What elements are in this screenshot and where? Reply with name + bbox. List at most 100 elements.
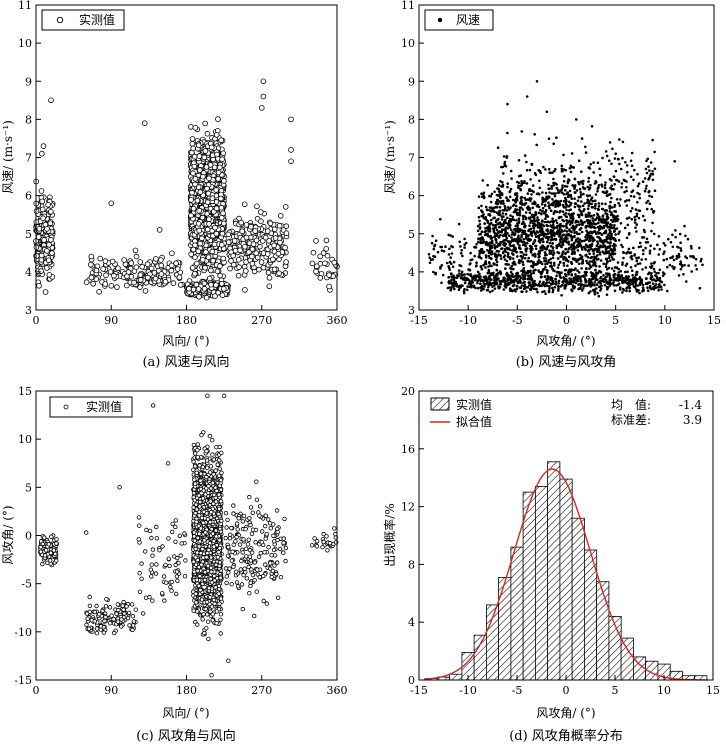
data-point	[239, 228, 246, 235]
data-point	[453, 287, 456, 291]
data-point	[258, 105, 265, 111]
data-point	[518, 210, 522, 214]
data-point	[657, 288, 660, 292]
data-point	[635, 230, 638, 233]
data-point	[565, 233, 568, 236]
data-point	[535, 143, 538, 147]
data-point	[603, 186, 607, 190]
data-point	[137, 277, 144, 283]
data-point	[554, 277, 557, 281]
data-point	[514, 208, 517, 211]
data-point	[574, 273, 577, 276]
data-point	[489, 273, 492, 277]
data-point	[612, 175, 616, 178]
data-point	[641, 180, 645, 183]
data-point	[488, 227, 492, 231]
data-point	[580, 170, 583, 173]
data-point	[574, 202, 578, 205]
data-point	[573, 191, 577, 194]
data-point	[503, 204, 507, 208]
data-point	[636, 184, 640, 188]
data-point	[561, 280, 564, 284]
data-point	[516, 255, 519, 258]
data-point	[573, 251, 576, 254]
data-point	[590, 214, 593, 218]
panel-a-caption: (a) 风速与风向	[142, 354, 229, 370]
data-point	[605, 285, 609, 289]
data-point	[629, 209, 633, 213]
data-point	[575, 189, 579, 192]
data-point	[643, 189, 647, 193]
data-point	[522, 220, 525, 224]
data-point	[190, 170, 196, 177]
data-point	[497, 221, 501, 225]
data-point	[525, 206, 529, 210]
data-point	[523, 154, 527, 157]
data-point	[548, 204, 551, 207]
data-point	[505, 236, 509, 240]
data-point	[567, 200, 571, 204]
data-point	[634, 226, 637, 229]
data-point	[209, 195, 216, 202]
data-point	[600, 220, 603, 224]
data-point	[428, 261, 432, 265]
data-point	[586, 261, 589, 265]
data-point	[626, 275, 629, 279]
data-point	[648, 202, 652, 205]
data-point	[264, 251, 271, 257]
data-point	[610, 196, 613, 200]
data-point	[507, 278, 510, 282]
data-point	[618, 288, 622, 291]
data-point	[114, 284, 120, 290]
data-point	[498, 206, 502, 209]
data-point	[495, 260, 499, 264]
data-point	[512, 283, 516, 287]
data-point	[324, 252, 331, 259]
data-point	[582, 209, 585, 213]
data-point	[555, 136, 558, 139]
data-point	[540, 228, 544, 232]
data-point	[561, 186, 564, 190]
data-point	[557, 285, 560, 288]
data-point	[643, 218, 647, 222]
data-point	[618, 204, 622, 207]
data-point	[548, 281, 551, 284]
data-point	[546, 275, 550, 278]
data-point	[649, 161, 653, 164]
data-point	[494, 238, 498, 242]
data-point	[565, 226, 569, 230]
data-point	[242, 244, 248, 250]
data-point	[519, 184, 522, 188]
data-point	[686, 237, 690, 241]
data-point	[189, 141, 196, 147]
data-point	[630, 164, 634, 167]
data-point	[535, 192, 539, 196]
data-point	[476, 279, 480, 282]
data-point	[571, 279, 574, 283]
data-point	[545, 220, 549, 224]
data-point	[647, 190, 650, 194]
data-point	[208, 281, 214, 288]
x-tick-label: 180	[176, 314, 197, 327]
data-point	[515, 192, 519, 195]
data-point	[564, 206, 567, 209]
data-point	[570, 212, 574, 216]
data-point	[266, 274, 273, 281]
data-point	[557, 279, 561, 283]
data-point	[523, 181, 526, 184]
data-point	[217, 263, 223, 269]
data-point	[624, 276, 627, 280]
data-point	[568, 166, 572, 170]
data-point	[501, 199, 505, 203]
data-point	[213, 205, 220, 212]
data-point	[562, 199, 566, 203]
data-point	[644, 187, 648, 190]
data-point	[602, 225, 606, 228]
data-point	[654, 279, 657, 283]
data-point	[208, 144, 215, 151]
data-point	[523, 256, 527, 260]
data-point	[543, 220, 546, 224]
data-point	[490, 192, 494, 196]
data-point	[587, 180, 590, 183]
data-point	[215, 116, 221, 122]
